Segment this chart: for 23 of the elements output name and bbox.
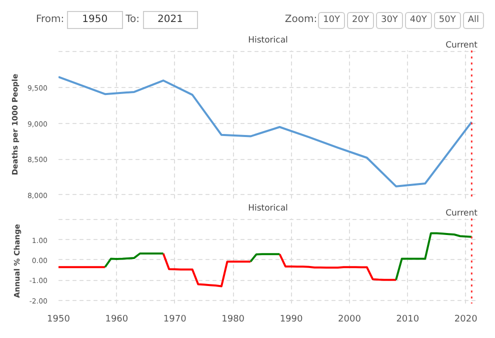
x-tick-label: 1960 [105,314,128,324]
x-tick-label: 1970 [163,314,187,324]
text: 10Y [318,12,346,29]
x-tick-label: 2020 [454,314,478,324]
text: Zoom: [284,14,318,25]
text: From: [36,14,64,25]
x-tick-label: 2000 [338,314,362,324]
ref-line-label: Current [446,40,478,50]
text: Historical [248,36,288,46]
x-tick-label: 2010 [396,314,420,324]
text: 20Y [347,12,374,29]
text: To: [126,14,140,25]
text: 50Y [434,12,461,29]
x-tick-label: 1990 [280,314,304,324]
text: 30Y [376,12,403,29]
x-tick-label: 1950 [47,314,70,324]
text: 40Y [404,12,432,29]
text: Historical [248,204,288,214]
ref-line-label: Current [446,208,478,218]
text: 1950 [67,11,123,30]
text: All [462,12,484,29]
x-tick-label: 1980 [222,314,245,324]
text: 2021 [142,11,198,30]
